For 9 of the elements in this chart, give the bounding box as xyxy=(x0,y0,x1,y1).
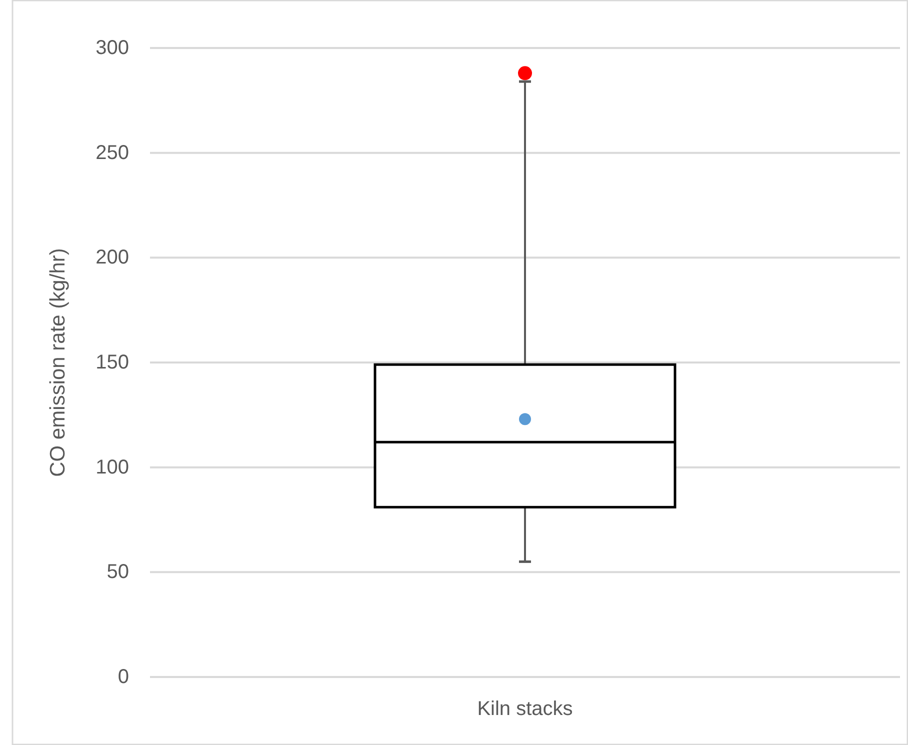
y-tick-label: 300 xyxy=(96,37,129,59)
y-tick-label: 100 xyxy=(96,456,129,478)
y-tick-label: 150 xyxy=(96,352,129,374)
y-tick-label: 50 xyxy=(106,561,129,584)
y-tick-label: 200 xyxy=(96,246,129,269)
x-tick-label: Kiln stacks xyxy=(477,698,573,720)
y-axis-title: CO emission rate (kg/hr) xyxy=(46,248,70,477)
y-tick-label: 0 xyxy=(118,666,129,688)
y-tick-label: 250 xyxy=(96,142,129,164)
